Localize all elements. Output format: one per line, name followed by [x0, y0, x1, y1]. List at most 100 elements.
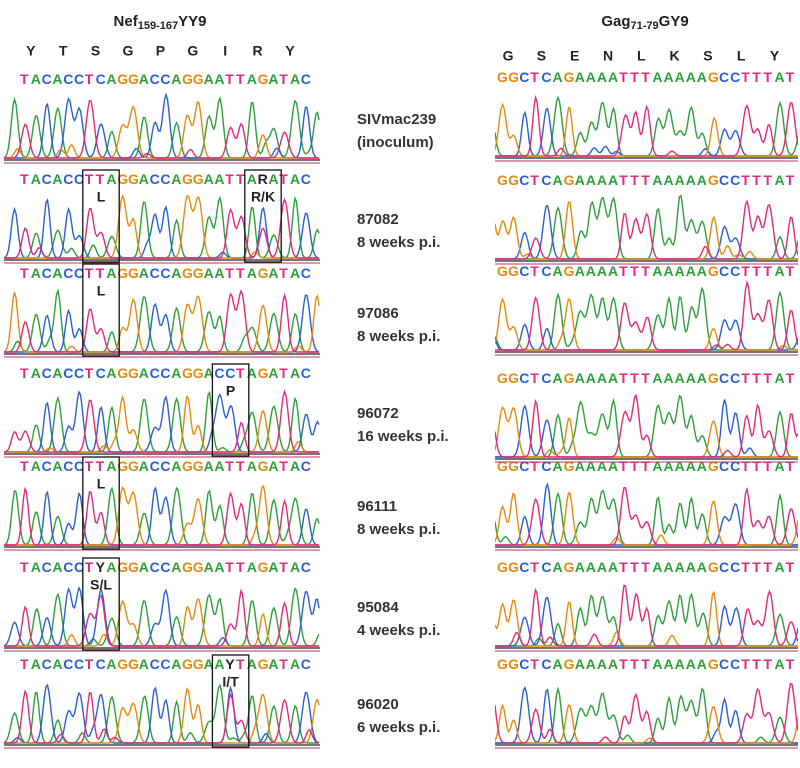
base: A — [597, 263, 607, 279]
base: A — [290, 71, 300, 87]
base: C — [541, 656, 551, 672]
base: T — [786, 172, 795, 188]
base: A — [775, 458, 785, 474]
base: T — [236, 265, 245, 281]
base: A — [575, 458, 585, 474]
base: A — [553, 370, 563, 386]
base: A — [575, 69, 585, 85]
base: T — [752, 172, 761, 188]
base: C — [74, 458, 84, 474]
base: A — [697, 559, 707, 575]
base: A — [697, 370, 707, 386]
base: C — [541, 559, 551, 575]
base: C — [160, 171, 170, 187]
base: T — [20, 71, 29, 87]
base: A — [652, 559, 662, 575]
base: C — [42, 559, 52, 575]
base: C — [150, 559, 160, 575]
base: A — [675, 458, 685, 474]
base: A — [139, 265, 149, 281]
base: A — [664, 656, 674, 672]
base: C — [74, 559, 84, 575]
base: G — [193, 458, 204, 474]
base: Y — [225, 656, 235, 672]
title-subscript: 159-167 — [138, 20, 178, 32]
base: C — [74, 656, 84, 672]
base: T — [752, 263, 761, 279]
sequence: GGCT CAGAAAAT T T AAAAAGCCT T T AT — [497, 263, 795, 279]
base: A — [608, 370, 618, 386]
base: A — [775, 263, 785, 279]
base: A — [597, 172, 607, 188]
base: A — [247, 71, 257, 87]
base: A — [608, 172, 618, 188]
mutation-box — [82, 263, 120, 357]
sequence: GGCT CAGAAAAT T T AAAAAGCCT T T AT — [497, 559, 795, 575]
base: T — [741, 69, 750, 85]
base: T — [85, 171, 94, 187]
trace — [4, 289, 319, 353]
base: A — [775, 656, 785, 672]
base: G — [508, 69, 519, 85]
trace — [495, 297, 798, 351]
base: T — [786, 458, 795, 474]
base: A — [675, 656, 685, 672]
base: C — [42, 365, 52, 381]
base: A — [204, 71, 214, 87]
base: A — [106, 458, 116, 474]
base: G — [193, 265, 204, 281]
base: A — [586, 263, 596, 279]
base: A — [31, 458, 41, 474]
base: G — [497, 656, 508, 672]
base: A — [268, 71, 278, 87]
base: A — [586, 69, 596, 85]
base: G — [117, 458, 128, 474]
trace — [4, 294, 320, 353]
base: T — [630, 69, 639, 85]
base: C — [42, 458, 52, 474]
base: C — [719, 559, 729, 575]
base: C — [519, 263, 529, 279]
trace — [495, 279, 798, 351]
amino-acid: G — [187, 43, 198, 59]
sample-id: 96111 — [357, 498, 397, 515]
base: A — [553, 656, 563, 672]
base: C — [301, 559, 311, 575]
base: G — [564, 172, 575, 188]
base: C — [541, 172, 551, 188]
base: T — [85, 365, 94, 381]
base: G — [128, 171, 139, 187]
sequence: GGCT CAGAAAAT T T AAAAAGCCT T T AT — [497, 656, 795, 672]
sample-id: 97086 — [357, 305, 399, 322]
base: G — [497, 69, 508, 85]
trace — [4, 389, 319, 453]
base: C — [63, 365, 73, 381]
base: A — [553, 172, 563, 188]
base: C — [719, 69, 729, 85]
base: A — [652, 370, 662, 386]
base: G — [128, 458, 139, 474]
base: C — [160, 71, 170, 87]
base: C — [160, 265, 170, 281]
mutation-label: R/K — [251, 189, 275, 205]
trace — [4, 486, 320, 546]
base: A — [586, 172, 596, 188]
base: T — [530, 69, 539, 85]
base: G — [258, 365, 269, 381]
base: T — [279, 71, 288, 87]
trace — [4, 486, 319, 546]
base: C — [150, 265, 160, 281]
base: A — [52, 171, 62, 187]
base: T — [225, 171, 234, 187]
base: T — [279, 559, 288, 575]
base: A — [608, 559, 618, 575]
base: T — [530, 263, 539, 279]
base: A — [608, 656, 618, 672]
base: C — [160, 656, 170, 672]
base: A — [171, 458, 181, 474]
base: A — [139, 458, 149, 474]
base: C — [160, 559, 170, 575]
base: A — [575, 656, 585, 672]
base: T — [85, 559, 94, 575]
base: A — [268, 265, 278, 281]
